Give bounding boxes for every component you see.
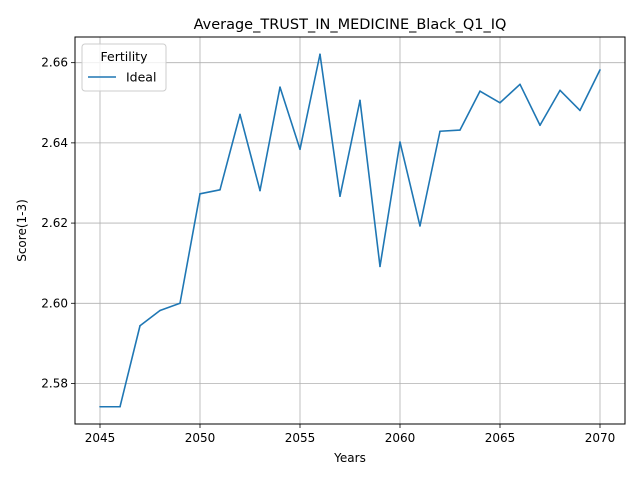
data-point — [99, 405, 101, 408]
data-point — [419, 225, 421, 227]
legend-box — [81, 43, 167, 92]
data-point — [459, 129, 461, 131]
x-tick-label: 2050 — [185, 431, 216, 445]
y-tick-label: 2.58 — [41, 376, 68, 390]
y-tick-label: 2.62 — [41, 216, 68, 230]
data-point — [199, 193, 201, 195]
series-line-ideal — [100, 53, 601, 408]
grid — [75, 37, 625, 424]
data-point — [599, 69, 601, 71]
y-tick-label: 2.60 — [41, 296, 68, 310]
data-point — [379, 265, 381, 268]
data-point — [179, 302, 181, 305]
legend-title: Fertility — [101, 49, 149, 64]
data-point — [159, 309, 161, 312]
data-point — [439, 130, 441, 133]
x-axis-label: Years — [333, 451, 366, 465]
data-point — [279, 86, 281, 88]
y-tick-label: 2.64 — [41, 136, 68, 150]
data-point — [559, 89, 561, 92]
data-point — [479, 90, 481, 92]
y-axis-label: Score(1-3) — [15, 199, 29, 262]
data-point — [359, 99, 361, 102]
x-tick-label: 2070 — [585, 431, 616, 445]
axis-ticks: 2045 2050 2055 2060 2065 2070 2.58 2.60 2.62 2.64… — [41, 56, 615, 445]
x-tick-label: 2055 — [285, 431, 316, 445]
data-point — [539, 124, 541, 127]
data-point — [239, 113, 241, 116]
chart-title: Average_TRUST_IN_MEDICINE_Black_Q1_IQ — [194, 17, 507, 33]
series-layer — [99, 53, 601, 408]
data-point — [519, 83, 521, 86]
data-point — [139, 324, 141, 327]
data-point — [399, 141, 401, 143]
data-point — [259, 189, 261, 192]
x-tick-label: 2065 — [485, 431, 516, 445]
plot-area-frame — [74, 36, 626, 425]
data-point — [219, 188, 221, 191]
data-point — [119, 405, 121, 408]
data-point — [499, 101, 501, 104]
legend-label-ideal: Ideal — [126, 70, 156, 85]
data-point — [579, 109, 581, 112]
x-tick-label: 2060 — [385, 431, 416, 445]
legend: Fertility Ideal — [81, 43, 167, 92]
data-point — [319, 53, 321, 56]
data-point — [299, 148, 301, 151]
y-tick-label: 2.66 — [41, 56, 68, 70]
x-tick-label: 2045 — [85, 431, 116, 445]
data-point — [339, 195, 341, 198]
